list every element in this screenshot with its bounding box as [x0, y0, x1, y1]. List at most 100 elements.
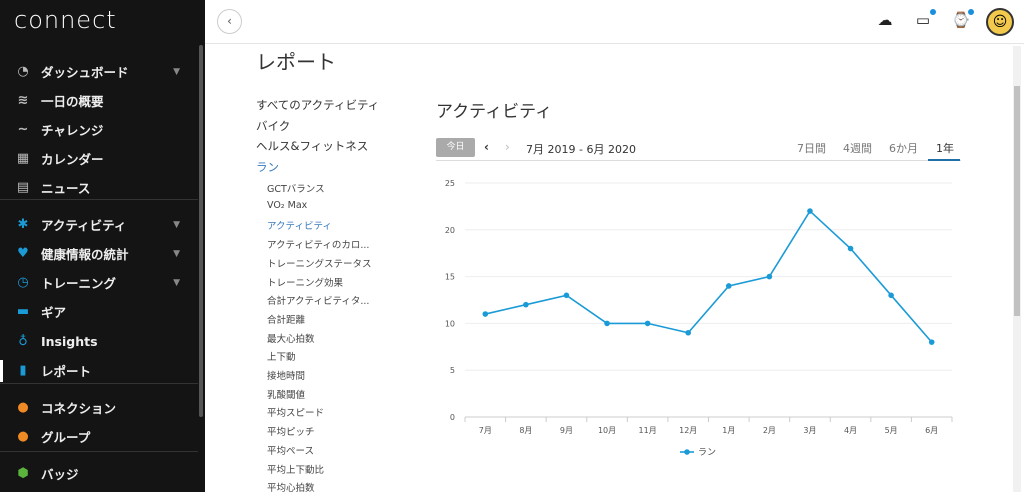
sidebar-item-label: バッジ: [41, 467, 79, 482]
sidebar-scrollbar[interactable]: [199, 45, 203, 417]
report-item[interactable]: 最大心拍数: [267, 333, 315, 345]
report-item[interactable]: 乳酸閾値: [267, 389, 306, 401]
report-item[interactable]: 平均上下動比: [267, 464, 325, 476]
report-item[interactable]: 平均ピッチ: [267, 427, 315, 439]
report-item[interactable]: 合計距離: [267, 314, 306, 326]
date-range: 7月 2019 - 6月 2020: [526, 143, 636, 156]
sidebar-item-label: チャレンジ: [41, 123, 104, 138]
data-point: [482, 311, 489, 317]
watch-icon[interactable]: ⌚: [950, 9, 974, 33]
sidebar-item-gauge[interactable]: ◔ ダッシュボード ▼: [0, 57, 198, 86]
connect-logo[interactable]: connect: [14, 6, 117, 34]
next-period-button[interactable]: ›: [505, 140, 510, 154]
layers-icon: ≋: [17, 93, 29, 108]
sidebar-item-calendar[interactable]: ▦ カレンダー: [0, 144, 198, 173]
x-tick-label: 11月: [639, 426, 657, 435]
data-point: [563, 292, 570, 299]
prev-period-button[interactable]: ‹: [484, 140, 489, 154]
chevron-down-icon[interactable]: ▼: [173, 219, 180, 230]
x-tick-label: 6月: [925, 426, 938, 435]
report-item[interactable]: アクティビティ: [267, 221, 332, 233]
y-tick-label: 15: [445, 273, 455, 282]
tab-4-weeks[interactable]: 4週間: [843, 142, 872, 155]
x-tick-label: 2月: [763, 426, 776, 435]
report-item[interactable]: GCTバランス: [267, 184, 325, 195]
sidebar-item-stopwatch[interactable]: ◷ トレーニング ▼: [0, 268, 198, 297]
data-point: [644, 320, 651, 327]
sidebar-item-news[interactable]: ▤ ニュース: [0, 173, 198, 202]
y-tick-label: 25: [445, 179, 455, 188]
sidebar-item-badge[interactable]: ⬢ バッジ: [0, 459, 198, 488]
sidebar-item-groups[interactable]: ● グループ: [0, 422, 198, 451]
y-tick-label: 0: [450, 413, 455, 422]
report-category[interactable]: ヘルス&フィットネス: [256, 139, 369, 153]
sidebar-item-shoe[interactable]: ▬ ギア: [0, 297, 198, 326]
report-item[interactable]: 平均ペース: [267, 445, 315, 457]
sidebar-item-label: Insights: [41, 334, 98, 349]
data-point: [685, 329, 692, 336]
badge-icon: ⬢: [17, 466, 29, 481]
x-tick-label: 3月: [803, 426, 816, 435]
sidebar-item-label: ダッシュボード: [41, 65, 129, 80]
sidebar-item-label: アクティビティ: [41, 218, 127, 233]
report-item[interactable]: 平均スピード: [267, 408, 325, 420]
sidebar-item-bar-chart[interactable]: ▮ レポート: [0, 356, 198, 385]
report-category[interactable]: バイク: [256, 118, 291, 133]
report-category[interactable]: すべてのアクティビティ: [256, 98, 380, 112]
trend-icon: ∼: [17, 122, 29, 137]
range-tabs-divider: [436, 160, 961, 161]
report-item[interactable]: トレーニングステータス: [267, 258, 372, 270]
data-point: [604, 320, 610, 327]
x-tick-label: 1月: [722, 426, 735, 435]
sidebar-item-bulb[interactable]: ♁ Insights: [0, 327, 198, 356]
inbox-icon[interactable]: ▭: [912, 9, 936, 33]
report-item[interactable]: 平均心拍数: [267, 483, 315, 494]
report-item[interactable]: 合計アクティビティタ...: [267, 296, 370, 308]
calendar-icon: ▦: [16, 151, 30, 166]
chevron-down-icon[interactable]: ▼: [173, 277, 180, 288]
today-button[interactable]: 今日: [436, 138, 475, 157]
sidebar-item-layers[interactable]: ≋ 一日の概要: [0, 86, 198, 115]
collapse-sidebar-button[interactable]: ‹: [217, 9, 242, 34]
x-tick-label: 12月: [679, 426, 697, 435]
data-point: [725, 283, 732, 289]
report-item[interactable]: トレーニング効果: [267, 277, 344, 289]
x-tick-label: 10月: [598, 426, 616, 435]
sidebar-item-heart[interactable]: ♥ 健康情報の統計 ▼: [0, 239, 198, 268]
avatar[interactable]: ☺: [986, 8, 1014, 36]
connections-icon: ●: [17, 400, 29, 415]
tab-6-months[interactable]: 6か月: [889, 142, 918, 155]
main-scrollbar[interactable]: [1013, 46, 1021, 492]
tab-1-year[interactable]: 1年: [936, 142, 954, 155]
sidebar-item-label: カレンダー: [41, 152, 104, 167]
report-item[interactable]: VO₂ Max: [267, 199, 308, 211]
sidebar-item-connections[interactable]: ● コネクション: [0, 393, 198, 422]
heart-icon: ♥: [17, 246, 29, 261]
report-item[interactable]: アクティビティのカロ...: [267, 240, 370, 252]
top-bar: ‹ ☁ ▭ ⌚ ☺: [205, 0, 1024, 44]
bar-chart-icon: ▮: [19, 363, 27, 378]
chevron-down-icon[interactable]: ▼: [173, 66, 180, 77]
report-category[interactable]: ラン: [256, 159, 279, 174]
sidebar-item-label: グループ: [41, 430, 91, 445]
upload-icon[interactable]: ☁: [877, 11, 893, 29]
sidebar-item-label: レポート: [41, 364, 92, 379]
data-point: [807, 208, 813, 214]
sidebar-item-trend[interactable]: ∼ チャレンジ: [0, 115, 198, 144]
sidebar-item-label: ギア: [41, 305, 67, 320]
data-point: [523, 301, 529, 308]
person-icon: ✱: [17, 217, 29, 232]
tab-7-days[interactable]: 7日間: [797, 142, 826, 155]
sidebar-item-person[interactable]: ✱ アクティビティ ▼: [0, 210, 198, 239]
report-item[interactable]: 上下動: [267, 352, 296, 364]
y-tick-label: 20: [445, 226, 455, 235]
gauge-icon: ◔: [17, 64, 29, 79]
chevron-down-icon[interactable]: ▼: [173, 248, 180, 259]
report-item[interactable]: 接地時間: [267, 371, 306, 382]
x-tick-label: 5月: [885, 426, 898, 435]
series-line: [485, 209, 933, 343]
x-tick-label: 7月: [479, 426, 492, 435]
sidebar: connect ◔ ダッシュボード ▼ ≋ 一日の概要 ∼ チャレンジ ▦ カレンダー ▤ ニュース…: [0, 0, 205, 492]
x-tick-label: 8月: [519, 426, 532, 435]
